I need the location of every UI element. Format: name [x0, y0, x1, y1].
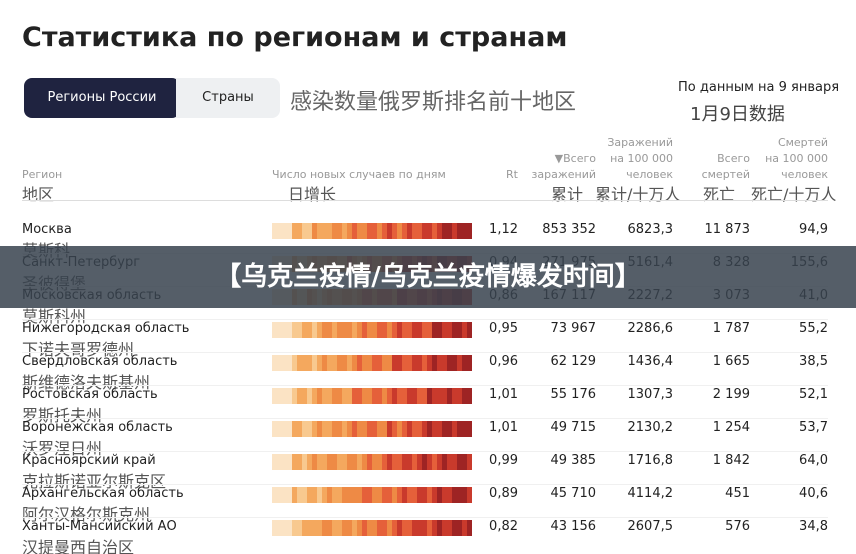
- cell-deaths100k: 53,7: [799, 420, 828, 435]
- region-name: Архангельская область: [22, 486, 184, 501]
- cell-per100k: 6823,3: [627, 222, 674, 237]
- cell-total: 853 352: [542, 222, 596, 237]
- tab[interactable]: Регионы России: [24, 78, 180, 118]
- column-header-zh: 累计/十万人: [595, 185, 681, 204]
- column-header-zh: 日增长: [288, 185, 337, 204]
- column-header-zh: 死亡: [703, 185, 736, 204]
- column-header: Регион: [22, 168, 63, 181]
- cell-deaths: 1 842: [712, 453, 750, 468]
- cell-rt: 0,96: [489, 354, 518, 369]
- tab[interactable]: Страны: [176, 78, 280, 118]
- column-header: смертей: [701, 168, 750, 181]
- region-name-zh: 斯维德洛夫斯基州: [22, 373, 151, 392]
- column-header: Смертей: [777, 136, 828, 149]
- column-header: Число новых случаев по дням: [272, 168, 446, 181]
- cell-deaths100k: 64,0: [799, 453, 828, 468]
- row-divider: [22, 517, 828, 518]
- column-header-zh: 死亡/十万人: [751, 185, 837, 204]
- column-header: Заражений: [607, 136, 673, 149]
- daily-heatmap: [272, 388, 472, 404]
- row-divider: [22, 451, 828, 452]
- region-name-zh: 沃罗涅日州: [22, 439, 103, 458]
- cell-rt: 0,99: [489, 453, 518, 468]
- cell-total: 49 385: [550, 453, 597, 468]
- cell-total: 49 715: [550, 420, 597, 435]
- divider: [22, 200, 828, 201]
- region-name: Москва: [22, 222, 72, 237]
- cell-deaths100k: 55,2: [799, 321, 828, 336]
- caption: 感染数量俄罗斯排名前十地区: [290, 90, 577, 115]
- row-divider: [22, 418, 828, 419]
- cell-per100k: 4114,2: [627, 486, 674, 501]
- region-name: Нижегородская область: [22, 321, 190, 336]
- cell-deaths: 1 254: [712, 420, 750, 435]
- region-name-zh: 罗斯托夫州: [22, 406, 103, 425]
- cell-total: 45 710: [550, 486, 597, 501]
- banner: 【乌克兰疫情/乌克兰疫情爆发时间】: [0, 246, 856, 308]
- column-header: человек: [626, 168, 673, 181]
- column-header: Всего: [717, 152, 750, 165]
- region-name: Свердловская область: [22, 354, 178, 369]
- cell-rt: 0,82: [489, 519, 518, 534]
- column-header-zh: 累计: [551, 185, 584, 204]
- daily-heatmap: [272, 421, 472, 437]
- cell-deaths100k: 34,8: [799, 519, 828, 534]
- cell-deaths: 2 199: [712, 387, 750, 402]
- cell-per100k: 2607,5: [627, 519, 674, 534]
- cell-total: 55 176: [550, 387, 597, 402]
- cell-rt: 0,95: [489, 321, 518, 336]
- region-name: Ханты-Мансийский АО: [22, 519, 177, 534]
- cell-deaths: 451: [725, 486, 750, 501]
- region-name-zh: 下诺夫哥罗德州: [22, 340, 135, 359]
- column-header: на 100 000: [610, 152, 673, 165]
- cell-per100k: 2130,2: [627, 420, 674, 435]
- region-name-zh: 克拉斯诺亚尔斯克区: [22, 472, 167, 491]
- cell-total: 62 129: [550, 354, 597, 369]
- daily-heatmap: [272, 223, 472, 239]
- region-name: Красноярский край: [22, 453, 156, 468]
- note-zh: 1月9日数据: [690, 104, 785, 125]
- cell-deaths100k: 38,5: [799, 354, 828, 369]
- row-divider: [22, 319, 828, 320]
- cell-total: 43 156: [550, 519, 597, 534]
- cell-per100k: 1307,3: [627, 387, 674, 402]
- cell-per100k: 2286,6: [627, 321, 674, 336]
- daily-heatmap: [272, 322, 472, 338]
- cell-deaths100k: 52,1: [799, 387, 828, 402]
- cell-deaths: 11 873: [704, 222, 751, 237]
- region-name: Воронежская область: [22, 420, 173, 435]
- cell-per100k: 1716,8: [627, 453, 674, 468]
- cell-rt: 1,12: [489, 222, 518, 237]
- row-divider: [22, 352, 828, 353]
- title: Статистика по регионам и странам: [22, 22, 568, 53]
- column-header-zh: 地区: [22, 185, 55, 204]
- column-header: на 100 000: [765, 152, 828, 165]
- row-divider: [22, 484, 828, 485]
- daily-heatmap: [272, 487, 472, 503]
- column-header: ▼Всего: [554, 152, 596, 165]
- column-header: Rt: [506, 168, 518, 181]
- cell-per100k: 1436,4: [627, 354, 674, 369]
- daily-heatmap: [272, 520, 472, 536]
- cell-total: 73 967: [550, 321, 597, 336]
- daily-heatmap: [272, 355, 472, 371]
- note: По данным на 9 января: [678, 80, 840, 95]
- daily-heatmap: [272, 454, 472, 470]
- cell-rt: 1,01: [489, 387, 518, 402]
- column-header: человек: [781, 168, 828, 181]
- region-name: Ростовская область: [22, 387, 158, 402]
- cell-rt: 0,89: [489, 486, 518, 501]
- region-name-zh: 阿尔汉格尔斯克州: [22, 505, 151, 524]
- region-name-zh: 汉提曼西自治区: [22, 538, 135, 554]
- cell-deaths100k: 40,6: [799, 486, 828, 501]
- region-name-zh: 莫斯科州: [22, 307, 87, 326]
- cell-deaths: 1 665: [712, 354, 750, 369]
- cell-deaths: 576: [725, 519, 750, 534]
- cell-deaths100k: 94,9: [799, 222, 828, 237]
- cell-deaths: 1 787: [712, 321, 750, 336]
- column-header: заражений: [531, 168, 596, 181]
- row-divider: [22, 385, 828, 386]
- cell-rt: 1,01: [489, 420, 518, 435]
